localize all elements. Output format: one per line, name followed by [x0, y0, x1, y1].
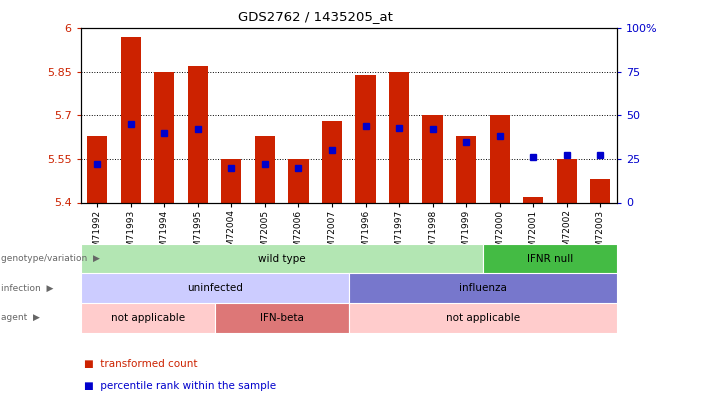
Bar	[349, 273, 617, 303]
Text: uninfected: uninfected	[186, 283, 243, 293]
Text: infection  ▶: infection ▶	[1, 284, 53, 293]
Bar	[81, 273, 349, 303]
Bar	[188, 66, 208, 202]
Bar	[88, 136, 107, 202]
Bar	[423, 115, 442, 202]
Bar	[523, 197, 543, 202]
Bar	[355, 75, 376, 202]
Text: genotype/variation  ▶: genotype/variation ▶	[1, 254, 100, 263]
Text: not applicable: not applicable	[446, 313, 520, 323]
Bar	[154, 72, 175, 202]
Bar	[288, 159, 308, 202]
Bar	[557, 159, 577, 202]
Text: agent  ▶: agent ▶	[1, 313, 39, 322]
Text: ■  percentile rank within the sample: ■ percentile rank within the sample	[84, 381, 276, 391]
Text: GDS2762 / 1435205_at: GDS2762 / 1435205_at	[238, 10, 393, 23]
Bar	[590, 179, 610, 202]
Bar	[255, 136, 275, 202]
Bar	[389, 72, 409, 202]
Bar	[222, 159, 241, 202]
Text: not applicable: not applicable	[111, 313, 184, 323]
Text: IFNR null: IFNR null	[526, 254, 573, 264]
Bar	[322, 121, 342, 202]
Text: IFN-beta: IFN-beta	[260, 313, 304, 323]
Bar	[483, 244, 617, 273]
Bar	[456, 136, 476, 202]
Text: influenza: influenza	[459, 283, 507, 293]
Text: wild type: wild type	[258, 254, 306, 264]
Bar	[215, 303, 349, 333]
Text: ■  transformed count: ■ transformed count	[84, 358, 198, 369]
Bar	[121, 37, 141, 202]
Bar	[489, 115, 510, 202]
Bar	[81, 244, 483, 273]
Bar	[81, 303, 215, 333]
Bar	[349, 303, 617, 333]
